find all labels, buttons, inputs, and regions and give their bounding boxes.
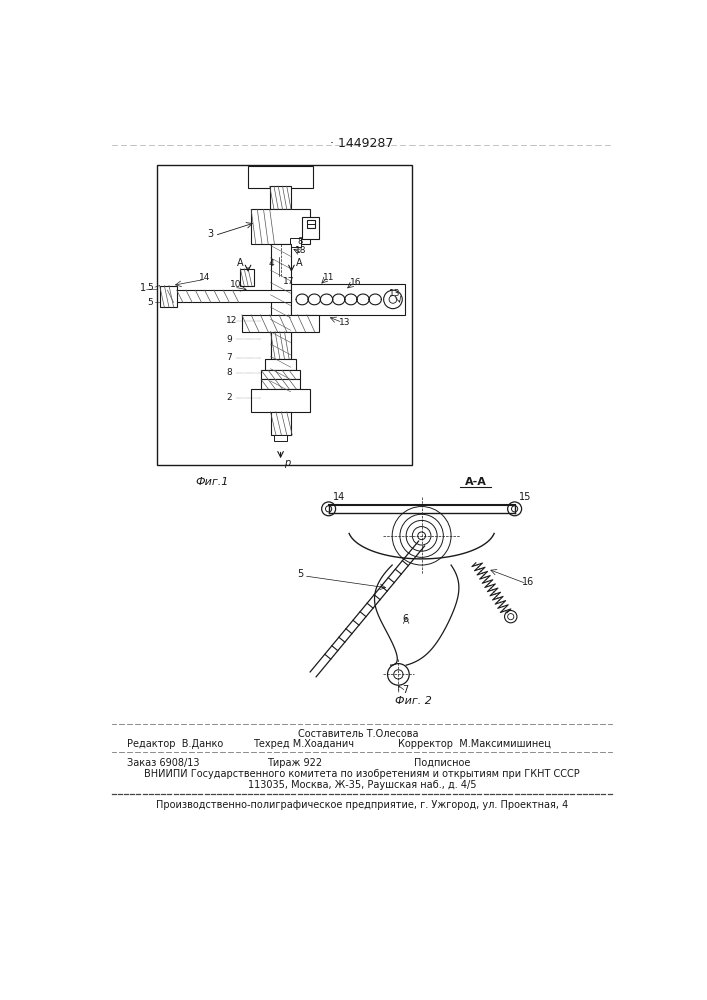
Text: А-А: А-А [465, 477, 487, 487]
Circle shape [389, 296, 397, 303]
Bar [251, 389, 310, 412]
Bar [271, 244, 291, 398]
Text: Подписное: Подписное [414, 758, 470, 768]
Text: 12: 12 [226, 316, 238, 325]
Bar [261, 379, 300, 389]
Text: 8: 8 [226, 368, 232, 377]
Circle shape [505, 610, 517, 623]
Circle shape [508, 614, 514, 620]
Bar [156, 165, 412, 465]
Text: 18: 18 [295, 246, 306, 255]
Text: 11: 11 [323, 273, 334, 282]
Text: Заказ 6908/13: Заказ 6908/13 [127, 758, 199, 768]
Text: Корректор  М.Максимишинец: Корректор М.Максимишинец [398, 739, 551, 749]
Bar [271, 412, 291, 435]
Text: Фиг.1: Фиг.1 [195, 477, 228, 487]
Bar [290, 238, 300, 247]
Text: 5: 5 [147, 283, 153, 292]
Text: р: р [284, 458, 290, 468]
Bar [242, 315, 320, 332]
Text: 7: 7 [402, 685, 409, 695]
Text: Составитель Т.Олесова: Составитель Т.Олесова [298, 729, 418, 739]
Text: 16: 16 [351, 278, 362, 287]
Circle shape [394, 670, 403, 679]
Text: 17: 17 [283, 277, 294, 286]
Bar [248, 166, 313, 188]
Text: 4: 4 [269, 259, 274, 268]
Text: 13: 13 [339, 318, 350, 327]
Circle shape [387, 664, 409, 685]
Bar [271, 332, 291, 359]
Bar [261, 370, 300, 379]
Text: 14: 14 [332, 492, 345, 502]
Text: ВНИИПИ Государственного комитета по изобретениям и открытиям при ГКНТ СССР: ВНИИПИ Государственного комитета по изоб… [144, 769, 580, 779]
Bar [265, 359, 296, 370]
Bar [291, 284, 404, 315]
Bar [251, 209, 310, 244]
Bar [303, 217, 320, 239]
Text: 6: 6 [402, 614, 409, 624]
Text: 5: 5 [147, 298, 153, 307]
Bar [307, 220, 315, 228]
Text: 16: 16 [522, 577, 534, 587]
Text: Фиг. 2: Фиг. 2 [395, 696, 432, 706]
Circle shape [512, 506, 518, 512]
Text: 113035, Москва, Ж-35, Раушская наб., д. 4/5: 113035, Москва, Ж-35, Раушская наб., д. … [247, 780, 477, 790]
Text: · 1449287: · 1449287 [330, 137, 394, 150]
Bar [240, 269, 255, 286]
Circle shape [322, 502, 336, 516]
Bar [160, 286, 177, 307]
Text: 2: 2 [226, 393, 232, 402]
Text: 10: 10 [230, 280, 242, 289]
Text: 14: 14 [199, 273, 211, 282]
Text: 8: 8 [298, 237, 303, 246]
Circle shape [384, 290, 402, 309]
Bar [163, 290, 291, 302]
Circle shape [325, 506, 332, 512]
Text: 9: 9 [226, 335, 232, 344]
Text: А: А [237, 258, 244, 268]
Text: Тираж 922: Тираж 922 [267, 758, 322, 768]
Bar [274, 435, 287, 441]
Text: Производственно-полиграфическое предприятие, г. Ужгород, ул. Проектная, 4: Производственно-полиграфическое предприя… [156, 800, 568, 810]
Text: Редактор  В.Данко: Редактор В.Данко [127, 739, 223, 749]
Text: 1: 1 [139, 283, 146, 293]
Text: 5: 5 [298, 569, 304, 579]
Text: А: А [296, 258, 303, 268]
Text: Техред М.Хоаданич: Техред М.Хоаданич [252, 739, 354, 749]
Text: 7: 7 [226, 353, 232, 362]
Text: 13: 13 [389, 289, 401, 298]
Circle shape [508, 502, 522, 516]
Bar [270, 186, 291, 209]
Text: 3: 3 [207, 229, 213, 239]
Text: 15: 15 [518, 492, 531, 502]
